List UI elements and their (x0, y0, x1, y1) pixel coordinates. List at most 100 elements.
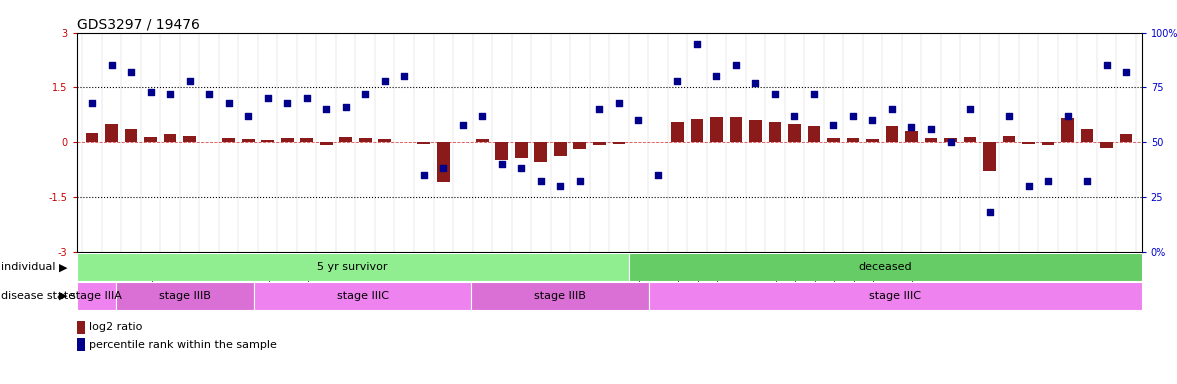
Point (863, 117, 882, 123)
Bar (476, 139, 488, 142)
Point (844, 113, 863, 119)
Point (298, 95, 317, 101)
Point (200, 91, 219, 97)
Bar (885, 126, 898, 142)
Bar (339, 137, 352, 142)
Bar (496, 142, 508, 161)
Bar (184, 136, 197, 142)
Bar (807, 126, 820, 142)
Point (121, 69, 140, 75)
Text: stage IIIB: stage IIIB (159, 291, 211, 301)
Point (492, 161, 511, 167)
Bar (359, 138, 372, 142)
Bar (300, 138, 313, 142)
Point (687, 41, 706, 47)
Point (258, 95, 277, 101)
Point (883, 106, 902, 113)
Bar (983, 142, 996, 171)
Point (922, 126, 940, 132)
Point (999, 113, 1018, 119)
Point (805, 91, 824, 97)
Bar (649, 282, 1142, 310)
Point (942, 139, 960, 145)
Bar (730, 117, 743, 142)
Bar (749, 120, 762, 142)
Point (1097, 63, 1116, 69)
Bar (145, 137, 157, 142)
Text: stage IIIC: stage IIIC (869, 291, 922, 301)
Bar (1119, 134, 1132, 142)
Point (278, 99, 297, 106)
Text: GDS3297 / 19476: GDS3297 / 19476 (77, 18, 199, 31)
Text: ▶: ▶ (59, 262, 67, 272)
Bar (573, 142, 586, 149)
Point (453, 121, 472, 127)
Bar (1042, 142, 1055, 145)
Point (219, 99, 238, 106)
Bar (77, 253, 629, 281)
Text: individual: individual (1, 262, 55, 272)
Bar (1080, 129, 1093, 142)
Text: percentile rank within the sample: percentile rank within the sample (89, 339, 277, 349)
Text: stage IIIA: stage IIIA (71, 291, 122, 301)
Bar (944, 139, 957, 142)
Bar (241, 139, 254, 142)
Text: stage IIIB: stage IIIB (534, 291, 586, 301)
Bar (710, 117, 723, 142)
Bar (925, 138, 937, 142)
Bar (164, 134, 177, 142)
Bar (77, 338, 85, 351)
Point (141, 89, 160, 95)
Point (375, 78, 394, 84)
Bar (281, 139, 293, 142)
Point (434, 165, 453, 171)
Bar (418, 142, 430, 144)
Point (726, 63, 745, 69)
Bar (378, 139, 391, 142)
Text: disease state: disease state (1, 291, 75, 301)
Point (1117, 69, 1136, 75)
Bar (105, 124, 118, 142)
Text: 5 yr survivor: 5 yr survivor (318, 262, 388, 272)
Point (785, 113, 804, 119)
Point (629, 117, 647, 123)
Point (902, 124, 920, 130)
Bar (905, 131, 918, 142)
Point (746, 80, 765, 86)
Point (239, 113, 258, 119)
Text: deceased: deceased (858, 262, 912, 272)
Point (1038, 179, 1057, 185)
Text: log2 ratio: log2 ratio (89, 322, 142, 332)
Bar (117, 282, 254, 310)
Point (960, 106, 979, 113)
Bar (516, 142, 527, 159)
Bar (254, 282, 471, 310)
Bar (437, 142, 450, 182)
Point (707, 73, 726, 79)
Bar (1022, 142, 1035, 144)
Bar (789, 124, 800, 142)
Bar (534, 142, 547, 162)
Bar (866, 139, 879, 142)
Text: ▶: ▶ (59, 291, 67, 301)
Point (473, 113, 492, 119)
Point (1019, 183, 1038, 189)
Bar (261, 139, 274, 142)
Bar (1003, 136, 1016, 142)
Point (649, 172, 667, 178)
Point (512, 165, 531, 171)
Bar (769, 122, 782, 142)
Point (571, 179, 590, 185)
Point (102, 63, 121, 69)
Point (610, 99, 629, 106)
Point (355, 91, 374, 97)
Point (161, 91, 180, 97)
Point (1058, 113, 1077, 119)
Bar (554, 142, 566, 156)
Bar (964, 137, 977, 142)
Point (337, 104, 355, 110)
Bar (827, 138, 840, 142)
Bar (1062, 118, 1073, 142)
Bar (671, 122, 684, 142)
Point (82, 99, 101, 106)
